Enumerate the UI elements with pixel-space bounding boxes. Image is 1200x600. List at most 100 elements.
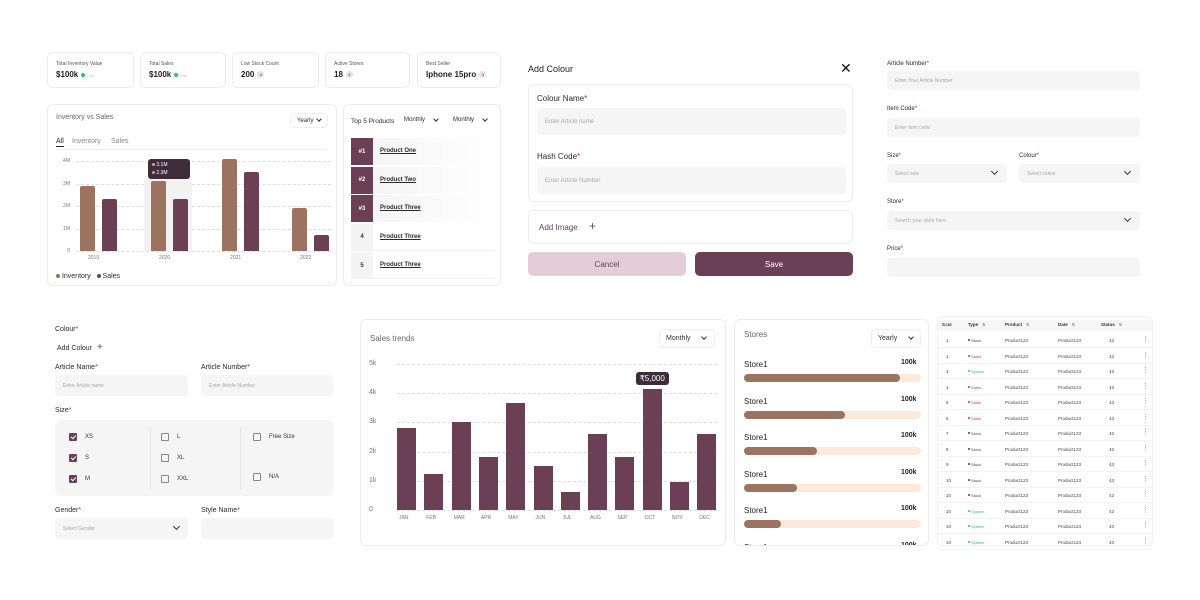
stores-period-dropdown[interactable]: Yearly (871, 329, 921, 348)
article-number-input[interactable]: Enter Your Article Number (887, 71, 1140, 90)
legend-inventory-dot (56, 274, 60, 278)
more-options-icon[interactable]: ⋮ (1142, 336, 1149, 343)
top-product-row[interactable]: 4 Product Three (351, 223, 495, 251)
size-checkbox-freesize[interactable] (253, 433, 261, 441)
more-options-icon[interactable]: ⋮ (1142, 382, 1149, 390)
table-row[interactable]: 1 Stock Product123 Product123 43 ⋮ (938, 333, 1152, 348)
size-checkbox-xs[interactable] (69, 433, 77, 441)
table-row[interactable]: 9 Stock Product123 Product123 43 ⋮ (938, 457, 1152, 472)
table-row[interactable]: 10 Stock Product123 Product123 43 ⋮ (938, 488, 1152, 503)
article-name-input[interactable]: Enter Article name (55, 375, 188, 396)
inventory-vs-sales-card: Inventory vs Sales Yearly 0 1M 2M 3M 4M 2019 2… (47, 104, 337, 286)
table-row[interactable]: 10 System Product123 Product123 43 ⋮ (938, 519, 1152, 534)
size-checkbox-m[interactable] (69, 475, 77, 483)
size-checkbox-xxl[interactable] (161, 475, 169, 483)
column-header-date[interactable]: Date ⇅ (1058, 322, 1075, 327)
save-button[interactable]: Save (695, 252, 853, 276)
gender-label: Gender* (55, 507, 82, 514)
kpi-card: Best Seller Iphone 15pro 4 (417, 52, 501, 88)
size-divider-1 (150, 427, 151, 489)
column-header-status[interactable]: Status ⇅ (1101, 322, 1122, 327)
product-name-link[interactable]: Product One (380, 148, 417, 154)
grid-line (397, 364, 717, 365)
item-code-input[interactable]: Enter item code (887, 118, 1140, 137)
price-input[interactable] (887, 258, 1140, 277)
more-options-icon[interactable]: ⋮ (1142, 351, 1149, 359)
period-dropdown[interactable]: Yearly (290, 113, 328, 128)
more-options-icon[interactable]: ⋮ (1142, 475, 1149, 483)
table-row[interactable]: 10 System Product123 Product123 43 ⋮ (938, 535, 1152, 550)
product-name-link[interactable]: Product Two (380, 176, 416, 183)
more-options-icon[interactable]: ⋮ (1142, 537, 1149, 545)
filter-dropdown-1[interactable]: Monthly (404, 116, 444, 123)
more-options-icon[interactable]: ⋮ (1142, 444, 1149, 452)
table-row[interactable]: 1 Sales Product123 Product123 43 ⋮ (938, 349, 1152, 364)
more-options-icon[interactable]: ⋮ (1142, 429, 1149, 436)
top-product-row[interactable]: #3 Product Three (351, 195, 495, 222)
article-number-input-2[interactable]: Enter Article Number (201, 375, 333, 396)
table-row[interactable]: 10 System Product123 Product123 43 ⋮ (938, 504, 1152, 519)
top-product-row[interactable]: #1 Product One (351, 138, 495, 165)
more-options-icon[interactable]: ⋮ (1142, 413, 1149, 421)
table-cell: 10 (946, 524, 952, 529)
hash-code-label: Hash Code* (537, 152, 581, 161)
chevron-down-icon (316, 116, 322, 122)
cancel-button[interactable]: Cancel (528, 252, 686, 276)
colour-select[interactable]: Select colour (1019, 164, 1140, 183)
column-header-type[interactable]: Type ⇅ (968, 322, 986, 327)
sales-period-dropdown[interactable]: Monthly (659, 329, 715, 348)
close-icon[interactable]: ✕ (840, 60, 852, 76)
y-tick-label: 1M (63, 225, 70, 232)
product-name-link[interactable]: Product Three (380, 233, 421, 240)
y-tick-label: 3M (63, 180, 70, 187)
style-name-input[interactable] (201, 518, 333, 539)
more-options-icon[interactable]: ⋮ (1142, 522, 1149, 529)
table-row[interactable]: 8 Stock Product123 Product123 43 ⋮ (938, 442, 1152, 457)
tab-all[interactable]: All (56, 138, 64, 147)
size-checkbox-s[interactable] (69, 454, 77, 462)
x-tick-label: AUG (590, 515, 601, 521)
product-name-link[interactable]: Product Three (380, 205, 421, 211)
column-header-product[interactable]: Product ⇅ (1005, 322, 1029, 327)
type-label: Stock (971, 446, 982, 452)
sales-tooltip: ₹5,000 (635, 372, 669, 385)
table-cell: 43 (1109, 431, 1115, 436)
bar-sales-2020 (173, 199, 188, 251)
chevron-down-icon (433, 116, 439, 122)
column-header-sno[interactable]: S.no (942, 322, 952, 327)
gender-select[interactable]: Select Gender (55, 518, 188, 539)
filter-dropdown-2[interactable]: Monthly (453, 116, 493, 123)
colour-name-input[interactable]: Enter Article name (537, 108, 846, 135)
table-row[interactable]: 4 Sales Product123 Product123 43 ⋮ (938, 380, 1152, 395)
product-name-link[interactable]: Product Three (380, 262, 421, 268)
table-cell: 43 (1109, 384, 1115, 390)
grid-line (76, 251, 331, 252)
style-name-label: Style Name* (201, 507, 240, 514)
more-options-icon[interactable]: ⋮ (1142, 367, 1149, 374)
table-row[interactable]: 10 Stock Product123 Product123 43 ⋮ (938, 473, 1152, 488)
tab-inventory[interactable]: Inventory (72, 138, 101, 145)
table-row[interactable]: 3 System Product123 Product123 43 ⋮ (938, 364, 1152, 379)
tab-sales[interactable]: Sales (111, 138, 129, 145)
store-value: 100k (901, 468, 917, 476)
size-select[interactable]: Select size (887, 164, 1007, 183)
size-checkbox-l[interactable] (161, 433, 169, 441)
table-row[interactable]: 6 Sales Product123 Product123 43 ⋮ (938, 411, 1152, 426)
type-label: System (971, 524, 985, 529)
table-row[interactable]: 5 Sales Product123 Product123 43 ⋮ (938, 395, 1152, 410)
more-options-icon[interactable]: ⋮ (1142, 460, 1149, 467)
top-product-row[interactable]: 5 Product Three (351, 252, 495, 279)
more-options-icon[interactable]: ⋮ (1142, 491, 1149, 498)
size-checkbox-na[interactable] (253, 473, 261, 481)
table-cell: 4 (946, 384, 949, 390)
sort-icon: ⇅ (982, 322, 986, 327)
add-colour-button[interactable]: Add Colour + (57, 342, 103, 353)
add-image-button[interactable]: Add Image + (528, 210, 853, 244)
size-checkbox-xl[interactable] (161, 454, 169, 462)
store-select[interactable]: Search your store here (887, 211, 1140, 230)
more-options-icon[interactable]: ⋮ (1142, 398, 1149, 405)
hash-code-input[interactable]: Enter Article Number (537, 167, 846, 194)
more-options-icon[interactable]: ⋮ (1142, 506, 1149, 514)
top-product-row[interactable]: #2 Product Two (351, 166, 495, 194)
table-row[interactable]: 7 Stock Product123 Product123 43 ⋮ (938, 426, 1152, 441)
